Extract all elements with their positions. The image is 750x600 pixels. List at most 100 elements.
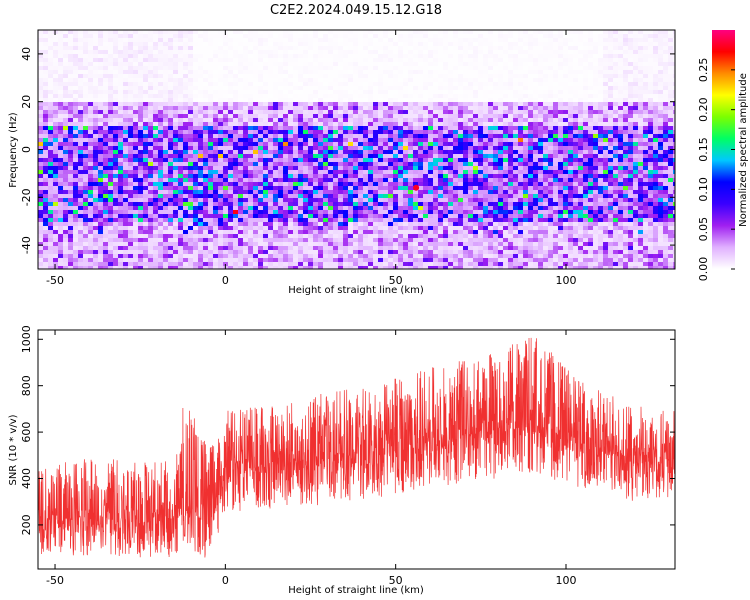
heatmap-cell xyxy=(443,50,448,54)
heatmap-cell xyxy=(193,66,198,70)
heatmap-cell xyxy=(143,102,148,106)
heatmap-cell xyxy=(373,122,378,126)
heatmap-cell xyxy=(373,98,378,102)
heatmap-cell xyxy=(238,70,243,74)
heatmap-cell xyxy=(363,54,368,58)
heatmap-cell xyxy=(358,46,363,50)
heatmap-cell xyxy=(273,146,278,150)
heatmap-cell xyxy=(503,162,508,166)
heatmap-cell xyxy=(38,134,43,138)
heatmap-cell xyxy=(38,86,43,90)
heatmap-cell xyxy=(668,34,673,38)
heatmap-cell xyxy=(368,46,373,50)
heatmap-cell xyxy=(68,98,73,102)
heatmap-cell xyxy=(328,126,333,130)
heatmap-cell xyxy=(243,90,248,94)
heatmap-cell xyxy=(478,42,483,46)
heatmap-cell xyxy=(623,166,628,170)
heatmap-cell xyxy=(448,130,453,134)
heatmap-cell xyxy=(123,90,128,94)
heatmap-cell xyxy=(408,126,413,130)
heatmap-cell xyxy=(113,178,118,182)
heatmap-cell xyxy=(663,130,668,134)
heatmap-cell xyxy=(158,46,163,50)
heatmap-cell xyxy=(488,90,493,94)
heatmap-cell xyxy=(598,154,603,158)
heatmap-cell xyxy=(423,158,428,162)
heatmap-cell xyxy=(103,122,108,126)
heatmap-cell xyxy=(48,186,53,190)
heatmap-cell xyxy=(203,50,208,54)
heatmap-cell xyxy=(303,46,308,50)
heatmap-cell xyxy=(263,118,268,122)
heatmap-cell xyxy=(633,146,638,150)
heatmap-cell xyxy=(268,86,273,90)
heatmap-cell xyxy=(283,126,288,130)
heatmap-cell xyxy=(238,30,243,34)
heatmap-cell xyxy=(648,178,653,182)
heatmap-cell xyxy=(348,150,353,154)
heatmap-cell xyxy=(658,46,663,50)
heatmap-cell xyxy=(83,94,88,98)
heatmap-cell xyxy=(663,62,668,66)
heatmap-cell xyxy=(513,66,518,70)
heatmap-cell xyxy=(568,154,573,158)
heatmap-cell xyxy=(58,138,63,142)
heatmap-cell xyxy=(53,42,58,46)
heatmap-cell xyxy=(203,66,208,70)
heatmap-cell xyxy=(278,86,283,90)
heatmap-cell xyxy=(53,66,58,70)
heatmap-cell xyxy=(298,174,303,178)
heatmap-cell xyxy=(143,70,148,74)
heatmap-cell xyxy=(643,182,648,186)
heatmap-cell xyxy=(658,54,663,58)
heatmap-cell xyxy=(603,66,608,70)
heatmap-cell xyxy=(438,66,443,70)
heatmap-cell xyxy=(138,46,143,50)
heatmap-cell xyxy=(238,58,243,62)
heatmap-cell xyxy=(123,126,128,130)
heatmap-cell xyxy=(58,110,63,114)
heatmap-cell xyxy=(438,54,443,58)
heatmap-cell xyxy=(278,74,283,78)
heatmap-cell xyxy=(233,90,238,94)
heatmap-cell xyxy=(223,70,228,74)
heatmap-cell xyxy=(343,74,348,78)
heatmap-cell xyxy=(133,150,138,154)
heatmap-cell xyxy=(443,54,448,58)
heatmap-cell xyxy=(208,162,213,166)
heatmap-cell xyxy=(428,54,433,58)
heatmap-cell xyxy=(463,90,468,94)
heatmap-cell xyxy=(398,178,403,182)
heatmap-cell xyxy=(618,38,623,42)
heatmap-cell xyxy=(243,134,248,138)
heatmap-cell xyxy=(263,30,268,34)
heatmap-cell xyxy=(473,74,478,78)
heatmap-cell xyxy=(528,134,533,138)
heatmap-cell xyxy=(278,82,283,86)
heatmap-cell xyxy=(648,114,653,118)
heatmap-cell xyxy=(653,78,658,82)
heatmap-cell xyxy=(123,74,128,78)
heatmap-cell xyxy=(543,150,548,154)
heatmap-cell xyxy=(93,162,98,166)
heatmap-cell xyxy=(453,46,458,50)
spectrogram-cells xyxy=(38,30,675,269)
heatmap-cell xyxy=(83,58,88,62)
heatmap-cell xyxy=(443,74,448,78)
heatmap-cell xyxy=(348,42,353,46)
heatmap-cell xyxy=(428,130,433,134)
heatmap-cell xyxy=(158,174,163,178)
heatmap-cell xyxy=(533,38,538,42)
heatmap-cell xyxy=(338,154,343,158)
heatmap-cell xyxy=(43,114,48,118)
heatmap-cell xyxy=(668,94,673,98)
heatmap-cell xyxy=(583,142,588,146)
heatmap-cell xyxy=(428,138,433,142)
heatmap-cell xyxy=(113,34,118,38)
heatmap-cell xyxy=(443,86,448,90)
heatmap-cell xyxy=(553,102,558,106)
heatmap-cell xyxy=(403,82,408,86)
heatmap-cell xyxy=(73,162,78,166)
heatmap-cell xyxy=(593,90,598,94)
